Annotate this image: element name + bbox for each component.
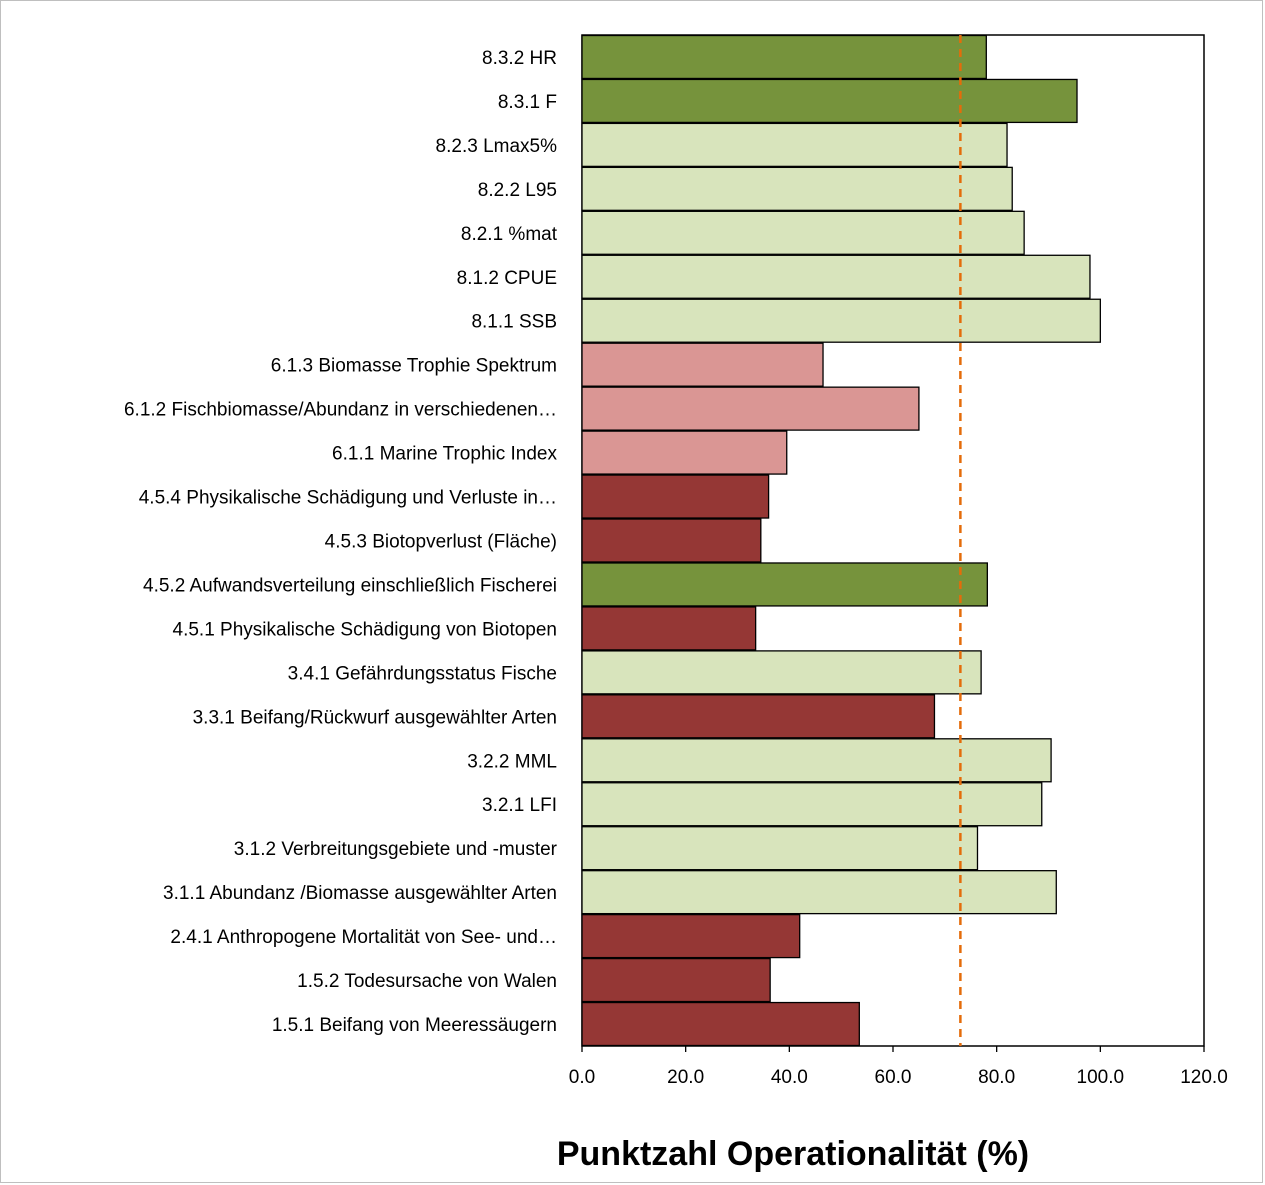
bar <box>581 650 982 695</box>
category-label: 6.1.3 Biomasse Trophie Spektrum <box>271 356 557 377</box>
bar <box>581 166 1013 211</box>
bar <box>581 474 770 519</box>
x-tick-label: 60.0 <box>875 1067 912 1088</box>
bar <box>581 957 771 1003</box>
bar <box>581 606 757 651</box>
bar <box>581 122 1008 168</box>
bar <box>581 782 1043 827</box>
bar <box>581 254 1091 299</box>
category-label: 8.3.2 HR <box>482 48 557 69</box>
bar <box>581 694 936 739</box>
bar <box>581 826 979 871</box>
category-label: 4.5.1 Physikalische Schädigung von Bioto… <box>173 619 557 640</box>
bar <box>581 738 1052 783</box>
category-label: 4.5.4 Physikalische Schädigung und Verlu… <box>139 488 557 509</box>
x-tick-label: 120.0 <box>1180 1067 1228 1088</box>
x-axis-title: Punktzahl Operationalität (%) <box>557 1135 1029 1173</box>
category-label: 4.5.2 Aufwandsverteilung einschließlich … <box>143 575 557 596</box>
bar <box>581 913 801 959</box>
x-tick-label: 0.0 <box>569 1067 595 1088</box>
category-label: 8.1.2 CPUE <box>457 268 557 289</box>
x-tick-label: 40.0 <box>771 1067 808 1088</box>
bar <box>581 210 1025 255</box>
category-label: 3.3.1 Beifang/Rückwurf ausgewählter Arte… <box>193 707 557 728</box>
category-label: 6.1.1 Marine Trophic Index <box>332 444 557 465</box>
category-label: 8.3.1 F <box>498 92 557 113</box>
category-label: 3.2.2 MML <box>467 751 557 772</box>
bar <box>581 342 824 387</box>
bar <box>581 298 1101 343</box>
bar <box>581 34 987 80</box>
category-label: 8.2.3 Lmax5% <box>436 136 558 157</box>
category-label: 1.5.2 Todesursache von Walen <box>297 971 557 992</box>
x-axis: 0.0 20.0 40.0 60.0 80.0 100.0 120.0 <box>569 1046 1228 1088</box>
x-tick-label: 100.0 <box>1077 1067 1125 1088</box>
category-label: 3.4.1 Gefährdungsstatus Fische <box>288 663 557 684</box>
category-label: 3.1.2 Verbreitungsgebiete und -muster <box>234 839 558 860</box>
category-labels: 8.3.2 HR 8.3.1 F 8.2.3 Lmax5% 8.2.2 L95 8.2.… <box>124 48 558 1036</box>
bar <box>581 430 788 475</box>
x-tick-label: 20.0 <box>667 1067 704 1088</box>
category-label: 3.2.1 LFI <box>482 795 557 816</box>
bar <box>581 1001 860 1047</box>
category-label: 8.2.1 %mat <box>461 224 558 245</box>
bar <box>581 78 1078 124</box>
category-label: 8.1.1 SSB <box>471 312 557 333</box>
category-label: 4.5.3 Biotopverlust (Fläche) <box>325 532 557 553</box>
category-label: 6.1.2 Fischbiomasse/Abundanz in verschie… <box>124 400 557 421</box>
category-label: 2.4.1 Anthropogene Mortalität von See- u… <box>170 927 557 948</box>
bar <box>581 562 988 607</box>
bar <box>581 386 920 431</box>
bars-group <box>581 34 1101 1047</box>
bar <box>581 518 762 563</box>
bar <box>581 870 1057 915</box>
category-label: 3.1.1 Abundanz /Biomasse ausgewählter Ar… <box>163 883 557 904</box>
category-label: 8.2.2 L95 <box>478 180 557 201</box>
category-label: 1.5.1 Beifang von Meeressäugern <box>272 1015 557 1036</box>
x-tick-label: 80.0 <box>978 1067 1015 1088</box>
